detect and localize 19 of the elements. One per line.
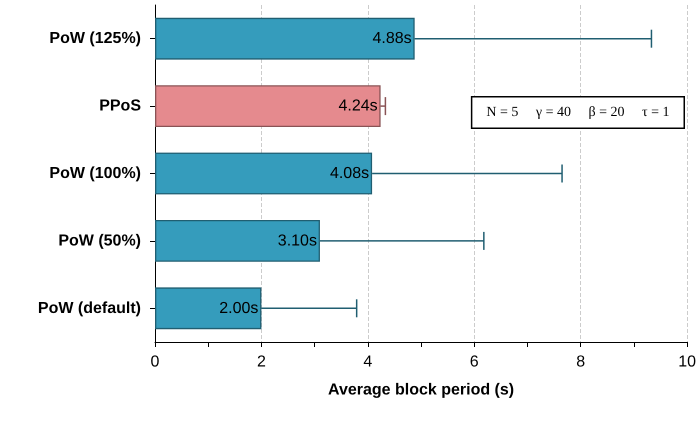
data-label: 4.08s — [330, 165, 370, 182]
x-tick-label: 6 — [470, 354, 479, 370]
bar — [155, 85, 381, 127]
data-label: 4.88s — [372, 30, 412, 48]
y-tick-label: PoW (default) — [38, 300, 141, 317]
data-label: 3.10s — [278, 232, 317, 250]
y-tick-label: PPoS — [99, 98, 142, 115]
y-tick-label: PoW (125%) — [49, 30, 141, 48]
x-tick-label: 0 — [150, 354, 160, 370]
x-axis-title: Average block period (s) — [328, 382, 514, 398]
x-tick-label: 2 — [256, 354, 266, 370]
y-tick-label: PoW (50%) — [58, 232, 141, 250]
data-label: 2.00s — [219, 300, 258, 317]
y-tick-label: PoW (100%) — [49, 165, 141, 182]
data-label: 4.24s — [338, 98, 378, 115]
x-tick-label: 10 — [678, 354, 696, 370]
x-tick-label: 8 — [576, 354, 586, 370]
annotation: N = 5 γ = 40 β = 20 τ = 1 — [486, 105, 670, 120]
x-tick-label: 4 — [363, 354, 372, 370]
